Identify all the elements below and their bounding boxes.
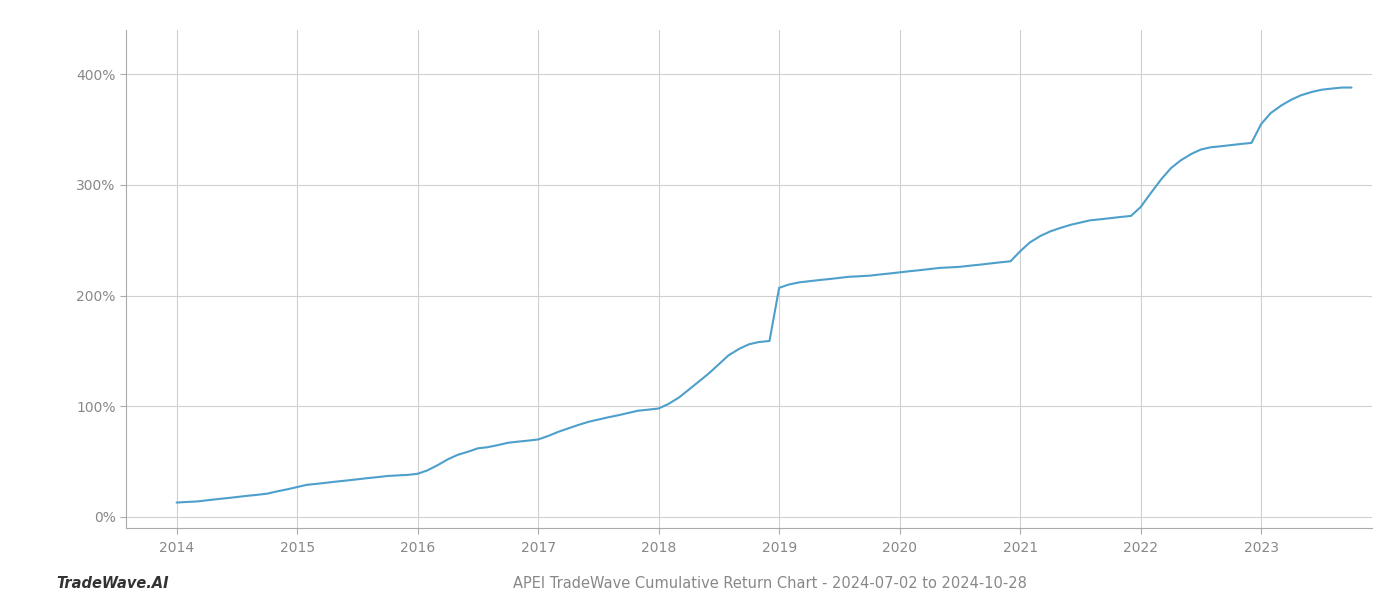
Text: APEI TradeWave Cumulative Return Chart - 2024-07-02 to 2024-10-28: APEI TradeWave Cumulative Return Chart -…: [512, 576, 1028, 591]
Text: TradeWave.AI: TradeWave.AI: [56, 576, 168, 591]
